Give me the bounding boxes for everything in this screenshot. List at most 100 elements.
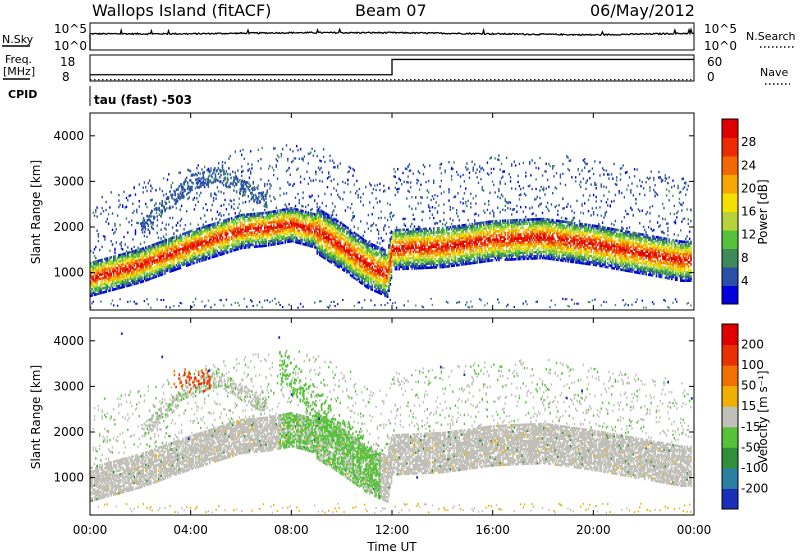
echo-cell [214, 303, 216, 306]
echo-cell [139, 262, 142, 266]
echo-cell [171, 248, 174, 252]
echo-cell [133, 209, 135, 213]
echo-cell [264, 208, 266, 212]
echo-cell [109, 287, 111, 290]
echo-cell [143, 252, 146, 256]
echo-cell [104, 257, 106, 261]
echo-cell [124, 264, 127, 268]
echo-cell [191, 254, 193, 257]
echo-cell [197, 256, 200, 259]
echo-cell [189, 256, 192, 260]
echo-cell [216, 210, 219, 214]
echo-cell [197, 248, 200, 251]
echo-cell [120, 263, 123, 267]
echo-cell [127, 284, 129, 287]
echo-cell [90, 265, 92, 269]
echo-cell [182, 243, 184, 246]
echo-cell [157, 270, 160, 273]
date-title: 06/May/2012 [590, 1, 695, 20]
echo-cell [160, 240, 162, 244]
echo-cell [416, 178, 418, 182]
echo-cell [91, 267, 93, 271]
echo-cell [134, 302, 137, 305]
echo-cell [162, 256, 165, 259]
echo-cell [138, 248, 141, 251]
echo-cell [165, 238, 168, 242]
echo-cell [175, 224, 178, 227]
echo-cell [160, 299, 162, 301]
echo-cell [137, 257, 139, 260]
echo-cell [352, 167, 354, 171]
echo-cell [146, 274, 148, 278]
echo-cell [91, 275, 93, 279]
echo-cell [186, 237, 188, 241]
echo-cell [192, 241, 194, 245]
echo-cell [248, 176, 251, 179]
echo-cell [238, 304, 240, 307]
echo-cell [156, 262, 159, 266]
echo-cell [104, 272, 106, 275]
echo-cell [139, 272, 142, 276]
echo-cell [206, 237, 209, 240]
echo-cell [101, 270, 104, 274]
echo-cell [166, 267, 169, 270]
echo-cell [179, 301, 181, 304]
echo-cell [116, 276, 119, 280]
echo-cell [239, 209, 242, 212]
echo-cell [197, 223, 199, 226]
echo-cell [354, 192, 357, 195]
echo-cell [107, 265, 110, 268]
echo-cell [448, 199, 450, 202]
echo-cell [154, 253, 156, 256]
echo-cell [183, 232, 185, 235]
echo-cell [186, 264, 188, 267]
echo-cell [429, 209, 431, 213]
echo-cell [210, 209, 212, 212]
echo-cell [156, 224, 158, 227]
echo-cell [124, 243, 126, 246]
echo-cell [159, 249, 161, 252]
echo-cell [186, 239, 188, 243]
echo-cell [109, 206, 111, 209]
echo-cell [90, 263, 92, 267]
echo-cell [157, 260, 160, 263]
echo-cell [367, 213, 370, 217]
echo-cell [289, 173, 291, 176]
echo-cell [180, 262, 183, 265]
echo-cell [131, 271, 133, 274]
echo-cell [96, 282, 98, 286]
echo-cell [168, 237, 170, 241]
echo-cell [183, 244, 185, 248]
echo-cell [110, 302, 112, 305]
echo-cell [299, 302, 302, 305]
echo-cell [132, 270, 134, 274]
echo-cell [134, 276, 137, 279]
echo-cell [90, 292, 92, 295]
echo-cell [383, 228, 385, 232]
echo-cell [141, 278, 143, 282]
echo-cell [165, 245, 168, 248]
echo-cell [96, 280, 98, 283]
echo-cell [210, 306, 212, 309]
echo-cell [178, 250, 180, 254]
echo-cell [422, 173, 425, 176]
echo-cell [161, 258, 164, 262]
echo-cell [111, 270, 114, 273]
echo-cell [351, 219, 353, 222]
echo-cell [183, 236, 185, 240]
echo-cell [115, 228, 117, 231]
echo-cell [371, 224, 373, 227]
echo-cell [375, 197, 377, 200]
echo-cell [186, 247, 188, 251]
echo-cell [139, 270, 142, 274]
echo-cell [194, 236, 197, 240]
echo-cell [303, 155, 306, 158]
echo-cell [146, 247, 148, 251]
echo-cell [187, 245, 189, 248]
echo-cell [196, 248, 198, 252]
echo-cell [192, 235, 194, 238]
echo-cell [196, 258, 198, 262]
echo-cell [266, 183, 268, 186]
echo-cell [344, 181, 347, 185]
echo-cell [152, 255, 155, 259]
